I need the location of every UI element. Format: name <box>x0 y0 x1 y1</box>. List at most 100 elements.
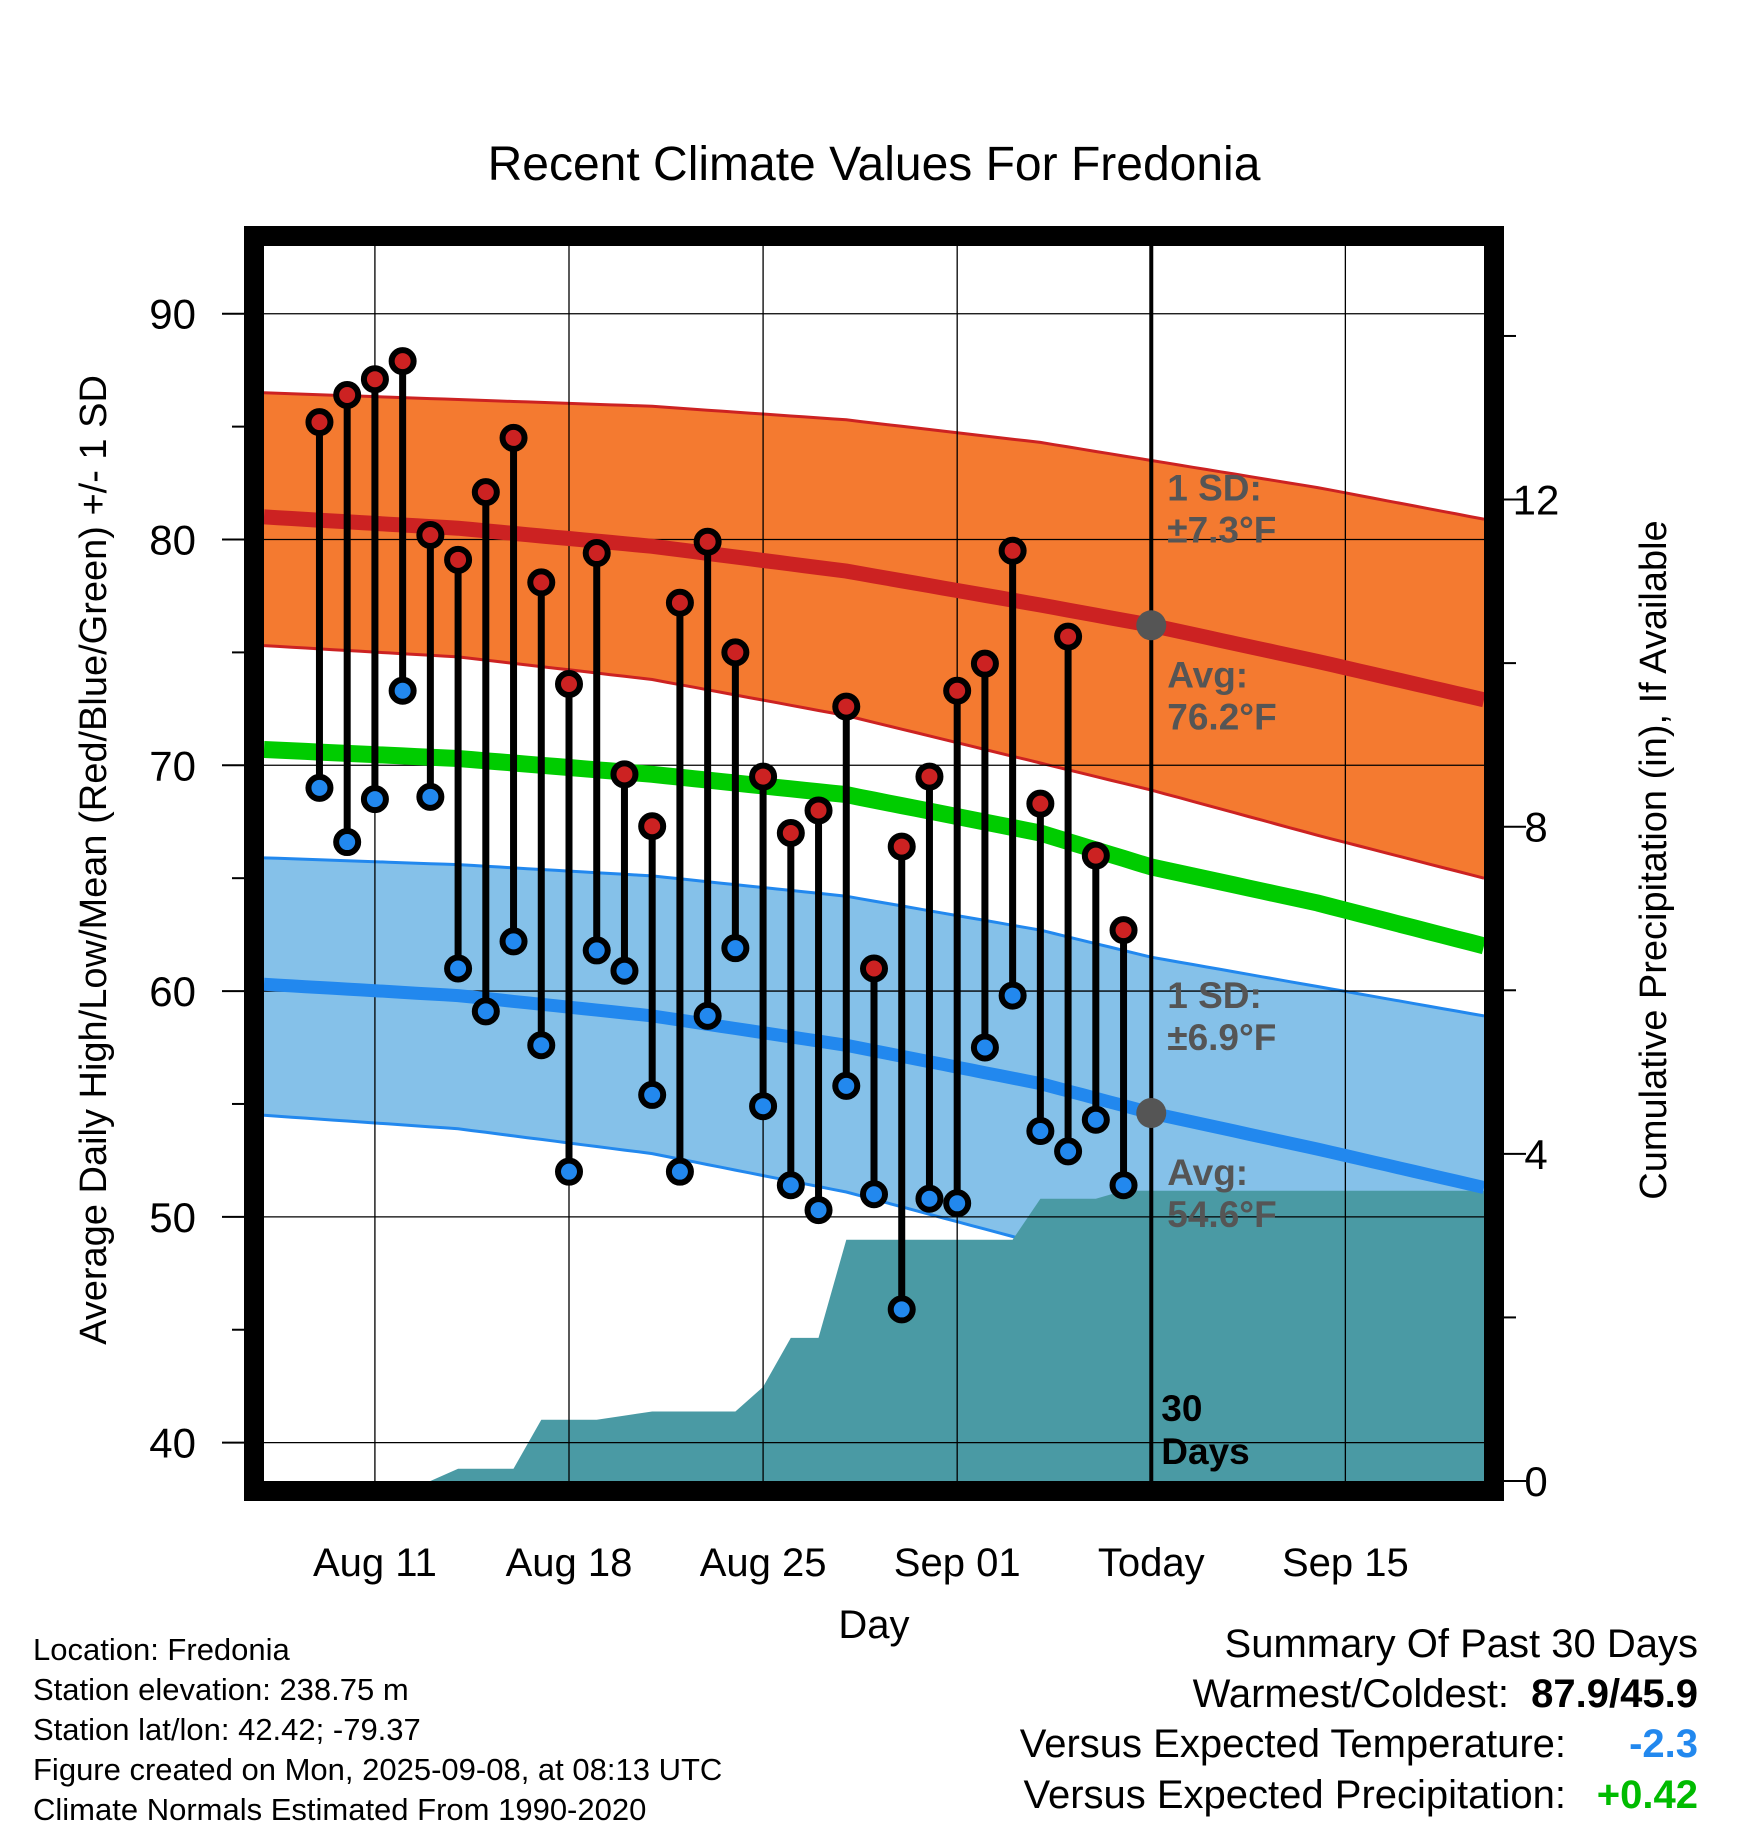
elevation-text: Station elevation: 238.75 m <box>33 1672 409 1707</box>
daily-high-point <box>305 408 334 437</box>
y-axis-label: Average Daily High/Low/Mean (Red/Blue/Gr… <box>73 375 115 1345</box>
daily-low-point <box>860 1180 888 1209</box>
x-tick-label: Sep 01 <box>894 1541 1021 1585</box>
warm-cold-value: 87.9/45.9 <box>1531 1672 1698 1716</box>
temp-departure-row: Versus Expected Temperature: -2.3 <box>1020 1722 1698 1767</box>
plot-clipped-group <box>264 246 1484 1481</box>
daily-low-point <box>665 1157 694 1186</box>
x-tick-label: Today <box>1098 1541 1205 1585</box>
daily-low-point <box>471 997 500 1026</box>
daily-high-point <box>832 692 861 721</box>
latlon-text: Station lat/lon: 42.42; -79.37 <box>33 1712 421 1747</box>
warm-cold-row: Warmest/Coldest: 87.9/45.9 <box>1193 1672 1698 1717</box>
daily-low-point <box>1109 1171 1138 1200</box>
daily-low-point <box>1026 1117 1055 1146</box>
normal-high-line <box>264 509 1484 708</box>
daily-low-point <box>582 936 611 965</box>
high-sd-band-upper-edge <box>264 391 1484 521</box>
daily-high-point <box>915 762 944 791</box>
precip-departure-label: Versus Expected Precipitation: <box>1023 1773 1566 1817</box>
x-tick-label: Aug 11 <box>313 1541 437 1585</box>
window-count-label: 30 <box>1161 1388 1202 1429</box>
daily-high-point <box>638 812 667 841</box>
y2-tick-label: 0 <box>1524 1458 1547 1505</box>
y-tick-label: 80 <box>149 517 196 564</box>
y-tick-label: 50 <box>149 1194 196 1241</box>
daily-high-point <box>970 649 999 678</box>
normals-period-text: Climate Normals Estimated From 1990-2020 <box>33 1792 647 1827</box>
daily-low-point <box>943 1189 972 1218</box>
daily-high-point <box>721 638 750 667</box>
high-sd-value: ±7.3°F <box>1167 509 1276 550</box>
plot-frame <box>244 226 1504 1501</box>
high-sd-label: 1 SD: <box>1167 467 1262 508</box>
daily-high-point <box>527 568 556 597</box>
daily-high-point <box>749 762 778 791</box>
y2-tick-label: 12 <box>1513 477 1560 524</box>
daily-high-point <box>943 676 972 705</box>
daily-high-point <box>333 381 362 410</box>
high-sd-band-lower-edge <box>264 644 1484 880</box>
high-avg-label: Avg: <box>1167 654 1248 695</box>
daily-high-point <box>804 796 833 825</box>
low-sd-value: ±6.9°F <box>1167 1017 1276 1058</box>
precip-departure-value: +0.42 <box>1596 1773 1698 1817</box>
x-tick-label: Aug 18 <box>506 1541 633 1585</box>
daily-high-point <box>499 423 528 452</box>
daily-low-point <box>832 1071 861 1100</box>
summary-title: Summary Of Past 30 Days <box>1224 1622 1698 1666</box>
daily-high-point <box>776 819 805 848</box>
today-normal-high-marker <box>1136 610 1167 641</box>
y-tick-label: 60 <box>149 968 196 1015</box>
daily-low-point <box>555 1157 583 1186</box>
y2-tick-label: 4 <box>1524 1131 1547 1178</box>
y-tick-label: 40 <box>149 1420 196 1467</box>
daily-high-point <box>887 832 916 861</box>
daily-high-point <box>416 520 445 549</box>
y-tick-label: 90 <box>149 291 196 338</box>
y2-axis-label: Cumulative Precipitation (in), If Availa… <box>1633 520 1675 1199</box>
daily-high-point <box>360 365 389 394</box>
daily-low-point <box>1081 1105 1110 1134</box>
daily-low-point <box>693 1001 722 1030</box>
daily-low-point <box>915 1184 944 1213</box>
normal-mean-line <box>264 741 1484 955</box>
daily-low-point <box>333 828 362 857</box>
daily-high-point <box>1054 622 1083 651</box>
x-tick-label: Sep 15 <box>1282 1541 1409 1585</box>
daily-low-point <box>721 934 750 963</box>
created-text: Figure created on Mon, 2025-09-08, at 08… <box>33 1752 723 1787</box>
daily-high-point <box>1109 916 1138 945</box>
daily-high-point <box>860 954 888 983</box>
window-unit-label: Days <box>1161 1431 1249 1472</box>
y2-tick-label: 8 <box>1524 804 1547 851</box>
temp-departure-value: -2.3 <box>1629 1722 1698 1766</box>
daily-low-point <box>776 1171 805 1200</box>
daily-low-point <box>360 785 389 814</box>
daily-low-point <box>804 1196 833 1225</box>
daily-high-point <box>444 545 473 574</box>
daily-low-point <box>499 927 528 956</box>
daily-high-point <box>998 536 1027 565</box>
y-tick-label: 70 <box>149 742 196 789</box>
daily-high-point <box>693 527 722 556</box>
daily-low-point <box>527 1031 556 1060</box>
location-text: Location: Fredonia <box>33 1632 290 1667</box>
daily-low-point <box>998 981 1027 1010</box>
daily-low-point <box>887 1295 916 1324</box>
high-avg-value: 76.2°F <box>1167 696 1276 737</box>
x-axis-label: Day <box>838 1603 909 1647</box>
precipitation-area <box>264 1190 1484 1481</box>
low-avg-label: Avg: <box>1167 1152 1248 1193</box>
daily-high-point <box>1026 789 1055 818</box>
daily-high-point <box>555 670 583 699</box>
daily-high-point <box>582 539 611 568</box>
daily-high-point <box>665 588 694 617</box>
daily-low-point <box>416 782 445 811</box>
low-avg-value: 54.6°F <box>1167 1194 1276 1235</box>
low-sd-band-upper-edge <box>264 856 1484 1018</box>
low-sd-label: 1 SD: <box>1167 975 1262 1016</box>
warm-cold-label: Warmest/Coldest: <box>1192 1672 1509 1716</box>
daily-high-point <box>1081 841 1110 870</box>
